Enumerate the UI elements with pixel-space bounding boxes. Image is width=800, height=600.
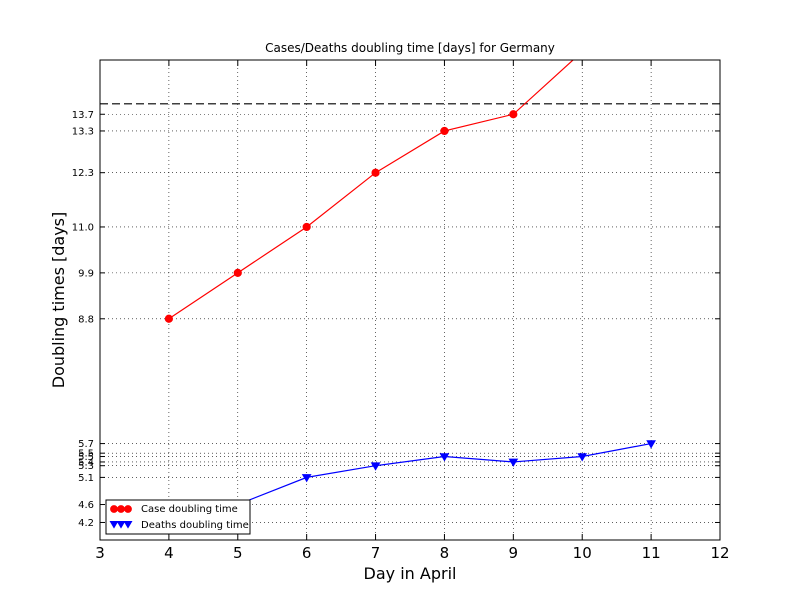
x-tick-label: 3 (95, 544, 105, 562)
y-tick-label: 5.7 (78, 439, 94, 450)
ticks: 3 4 5 6 7 8 9 10 11 124.24.65.15.35.45.55.55.78.8… (72, 60, 730, 562)
data-point-cases (440, 126, 449, 136)
y-tick-label: 9.9 (78, 268, 94, 279)
x-tick-label: 6 (302, 544, 312, 562)
legend-marker-cases (110, 505, 118, 513)
plot-frame (99, 59, 721, 541)
x-tick-label: 9 (509, 544, 519, 562)
series-line-0 (168, 60, 574, 320)
data-point-cases (302, 222, 311, 232)
x-axis-label: Day in April (364, 564, 457, 583)
data-point-deaths (370, 462, 381, 471)
y-tick-label: 5.1 (78, 473, 94, 484)
x-tick-label: 12 (710, 544, 729, 562)
data-point-cases (164, 314, 173, 323)
y-tick-label: 13.7 (72, 110, 94, 121)
y-tick-label: 5.5 (78, 449, 94, 460)
x-tick-label: 4 (164, 544, 174, 562)
y-tick-label: 12.3 (72, 168, 94, 179)
legend-marker-cases (117, 505, 125, 513)
x-tick-label: 10 (573, 544, 592, 562)
legend-label-deaths: Deaths doubling time (141, 520, 249, 531)
data-point-cases (371, 168, 380, 177)
x-tick-label: 8 (440, 544, 450, 562)
x-tick-label: 5 (233, 544, 243, 562)
data-point-cases (233, 268, 242, 277)
data-point-deaths (508, 458, 519, 467)
y-axis-label: Doubling times [days] (49, 212, 68, 389)
legend-marker-deaths (123, 520, 133, 529)
data-point-deaths (577, 453, 588, 462)
y-tick-label: 11.0 (72, 222, 94, 233)
chart-title: Cases/Deaths doubling time [days] for Ge… (265, 41, 555, 55)
y-tick-label: 5.5 (78, 452, 94, 463)
series-layer (164, 60, 656, 528)
y-tick-label: 5.4 (78, 457, 94, 468)
grid (100, 60, 720, 540)
legend: Case doubling time Deaths doubling time (105, 499, 251, 535)
data-point-deaths (439, 453, 450, 462)
legend-markers (109, 505, 133, 529)
y-tick-label: 8.8 (78, 314, 94, 325)
x-tick-label: 11 (642, 544, 661, 562)
legend-marker-deaths (109, 520, 119, 529)
y-tick-label: 13.3 (72, 126, 94, 137)
legend-marker-cases (124, 505, 132, 513)
legend-label-cases: Case doubling time (141, 504, 238, 515)
y-tick-label: 4.6 (78, 500, 94, 511)
data-point-cases (509, 110, 518, 119)
data-point-deaths (646, 440, 656, 449)
y-tick-label: 5.3 (78, 461, 94, 472)
legend-marker-deaths (116, 520, 126, 529)
x-tick-label: 7 (371, 544, 381, 562)
y-tick-label: 4.2 (78, 518, 94, 529)
data-point-deaths (301, 474, 312, 483)
